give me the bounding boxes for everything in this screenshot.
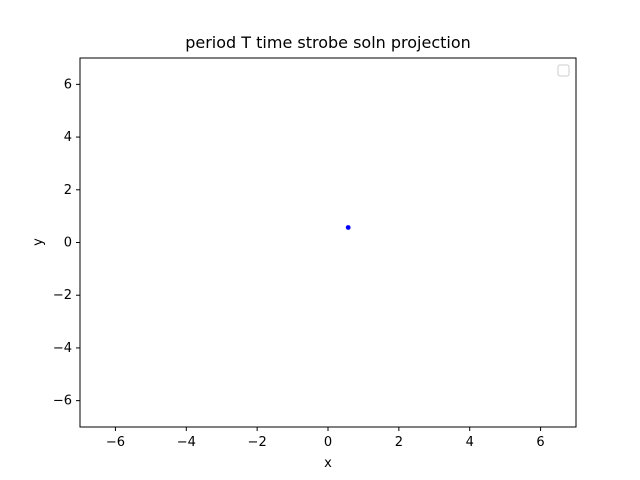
y-tick-label: 2 (64, 183, 72, 198)
x-axis-ticks: −6 −4 −2 0 2 4 6 (106, 427, 545, 450)
data-points (345, 225, 351, 230)
x-tick-label: −6 (106, 435, 125, 450)
y-tick-label: −4 (53, 341, 72, 356)
x-axis-label: x (324, 456, 332, 471)
plot-frame (79, 57, 577, 428)
x-tick-label: −4 (177, 435, 196, 450)
y-axis-label: y (31, 238, 46, 246)
y-tick-label: 0 (64, 236, 72, 251)
x-tick-label: 4 (466, 435, 474, 450)
y-tick-label: 4 (64, 130, 72, 145)
x-tick-label: 0 (324, 435, 332, 450)
y-axis-ticks: −6 −4 −2 0 2 4 6 (53, 77, 80, 409)
chart-title: period T time strobe soln projection (185, 33, 471, 52)
y-tick-label: −6 (53, 394, 72, 409)
y-tick-label: 6 (64, 77, 72, 92)
legend-box (557, 64, 570, 77)
x-tick-label: −2 (248, 435, 267, 450)
x-tick-label: 2 (395, 435, 403, 450)
y-tick-label: −2 (53, 288, 72, 303)
data-point (345, 225, 351, 230)
plot-area (80, 58, 576, 427)
x-tick-label: 6 (536, 435, 544, 450)
